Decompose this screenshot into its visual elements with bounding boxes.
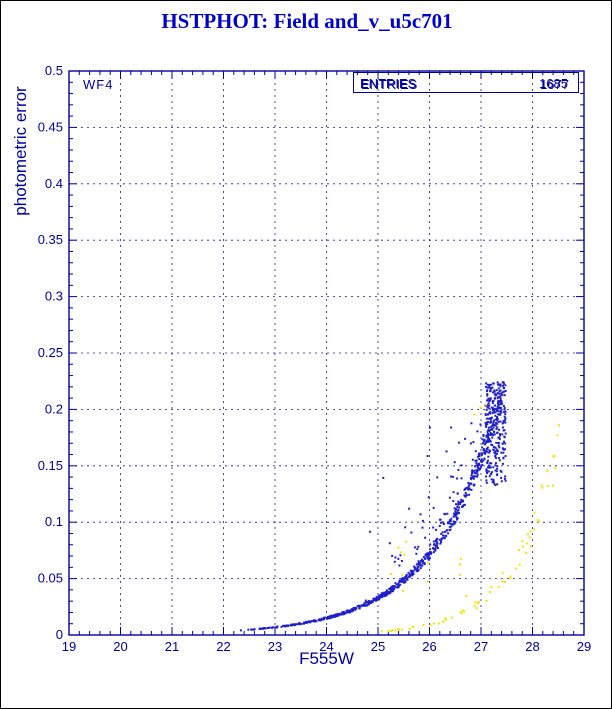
svg-text:19: 19 — [62, 639, 76, 654]
svg-text:0.1: 0.1 — [45, 514, 63, 529]
y-tick-labels: 0 0.05 0.1 0.15 0.2 0.25 0.3 0.35 0.4 0.45 0.5 — [38, 63, 63, 642]
svg-text:24: 24 — [319, 639, 333, 654]
svg-text:28: 28 — [525, 639, 539, 654]
entries-value-overlap: 1677 — [540, 77, 569, 92]
entries-value: 1685 — [539, 76, 568, 91]
svg-text:0.4: 0.4 — [45, 176, 63, 191]
svg-text:0.2: 0.2 — [45, 401, 63, 416]
svg-text:22: 22 — [216, 639, 230, 654]
y-axis-title: photometric error — [11, 86, 30, 216]
detector-label: WF4 — [83, 77, 114, 92]
svg-text:20: 20 — [113, 639, 127, 654]
x-axis-title: F555W — [299, 649, 354, 668]
svg-text:0.05: 0.05 — [38, 571, 63, 586]
svg-text:23: 23 — [268, 639, 282, 654]
svg-text:0.15: 0.15 — [38, 458, 63, 473]
entries-label: ENTRIES — [360, 76, 417, 91]
entries-label-overlap: ENTRIES — [361, 77, 418, 92]
axis-ticks — [68, 70, 585, 636]
x-tick-labels: 19 20 21 22 23 24 25 26 27 28 29 — [62, 639, 591, 654]
svg-text:27: 27 — [474, 639, 488, 654]
svg-text:29: 29 — [577, 639, 591, 654]
svg-text:0.3: 0.3 — [45, 289, 63, 304]
svg-text:0.25: 0.25 — [38, 345, 63, 360]
data-points-yellow-series — [380, 403, 560, 633]
data-points-blue-series — [239, 381, 507, 632]
svg-text:0.35: 0.35 — [38, 232, 63, 247]
svg-text:21: 21 — [165, 639, 179, 654]
svg-text:0.45: 0.45 — [38, 119, 63, 134]
svg-text:0: 0 — [56, 627, 63, 642]
grid-lines — [69, 71, 584, 635]
svg-text:26: 26 — [422, 639, 436, 654]
page-title: HSTPHOT: Field and_v_u5c701 — [161, 9, 453, 33]
svg-text:0.5: 0.5 — [45, 63, 63, 78]
svg-text:25: 25 — [371, 639, 385, 654]
entries-stat-box: ENTRIES ENTRIES 1685 1677 — [353, 72, 579, 93]
